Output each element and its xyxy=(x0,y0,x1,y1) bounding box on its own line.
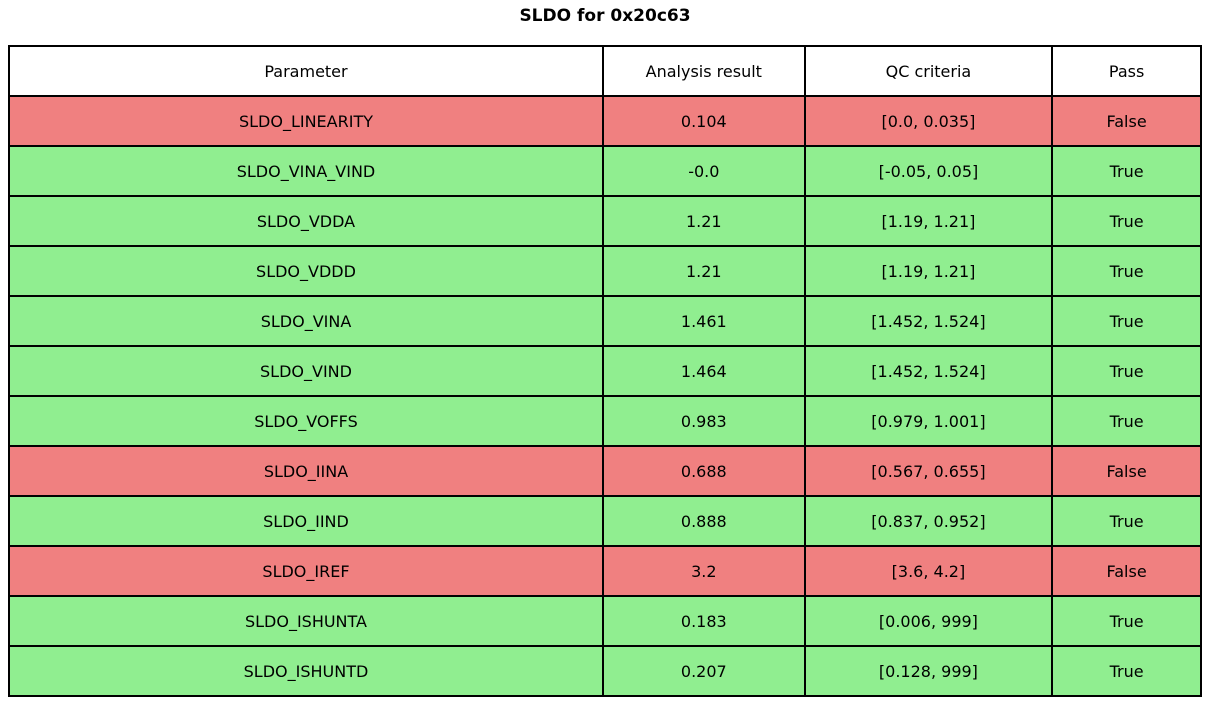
table-row: SLDO_IIND 0.888 [0.837, 0.952] True xyxy=(8,495,1202,547)
cell-qc-criteria: [0.567, 0.655] xyxy=(803,445,1054,497)
cell-qc-criteria: [0.0, 0.035] xyxy=(803,95,1054,147)
table-row: SLDO_VINA_VIND -0.0 [-0.05, 0.05] True xyxy=(8,145,1202,197)
cell-pass: True xyxy=(1051,345,1202,397)
cell-qc-criteria: [3.6, 4.2] xyxy=(803,545,1054,597)
cell-parameter: SLDO_LINEARITY xyxy=(8,95,604,147)
cell-analysis-result: 0.688 xyxy=(601,445,806,497)
cell-analysis-result: 1.21 xyxy=(601,245,806,297)
cell-parameter: SLDO_VINA xyxy=(8,295,604,347)
column-header-pass: Pass xyxy=(1051,45,1202,97)
cell-qc-criteria: [1.452, 1.524] xyxy=(803,295,1054,347)
cell-pass: True xyxy=(1051,295,1202,347)
column-header-parameter: Parameter xyxy=(8,45,604,97)
cell-pass: False xyxy=(1051,445,1202,497)
cell-pass: True xyxy=(1051,595,1202,647)
cell-analysis-result: 0.207 xyxy=(601,645,806,697)
cell-qc-criteria: [0.979, 1.001] xyxy=(803,395,1054,447)
cell-analysis-result: 0.983 xyxy=(601,395,806,447)
table-row: SLDO_ISHUNTA 0.183 [0.006, 999] True xyxy=(8,595,1202,647)
table-row: SLDO_LINEARITY 0.104 [0.0, 0.035] False xyxy=(8,95,1202,147)
cell-qc-criteria: [1.19, 1.21] xyxy=(803,195,1054,247)
cell-analysis-result: 0.888 xyxy=(601,495,806,547)
cell-parameter: SLDO_ISHUNTD xyxy=(8,645,604,697)
column-header-qc-criteria: QC criteria xyxy=(803,45,1054,97)
cell-qc-criteria: [-0.05, 0.05] xyxy=(803,145,1054,197)
table-row: SLDO_IREF 3.2 [3.6, 4.2] False xyxy=(8,545,1202,597)
table-row: SLDO_VIND 1.464 [1.452, 1.524] True xyxy=(8,345,1202,397)
qc-results-table: Parameter Analysis result QC criteria Pa… xyxy=(8,45,1202,697)
cell-qc-criteria: [1.19, 1.21] xyxy=(803,245,1054,297)
cell-analysis-result: 1.21 xyxy=(601,195,806,247)
table-row: SLDO_VDDA 1.21 [1.19, 1.21] True xyxy=(8,195,1202,247)
cell-pass: True xyxy=(1051,145,1202,197)
cell-parameter: SLDO_VIND xyxy=(8,345,604,397)
cell-qc-criteria: [0.837, 0.952] xyxy=(803,495,1054,547)
table-row: SLDO_IINA 0.688 [0.567, 0.655] False xyxy=(8,445,1202,497)
cell-analysis-result: 3.2 xyxy=(601,545,806,597)
cell-pass: True xyxy=(1051,195,1202,247)
cell-parameter: SLDO_VDDA xyxy=(8,195,604,247)
cell-analysis-result: 1.464 xyxy=(601,345,806,397)
table-row: SLDO_VOFFS 0.983 [0.979, 1.001] True xyxy=(8,395,1202,447)
cell-analysis-result: 0.104 xyxy=(601,95,806,147)
cell-parameter: SLDO_VDDD xyxy=(8,245,604,297)
table-header: Parameter Analysis result QC criteria Pa… xyxy=(8,45,1202,97)
column-header-analysis-result: Analysis result xyxy=(601,45,806,97)
table-row: SLDO_VINA 1.461 [1.452, 1.524] True xyxy=(8,295,1202,347)
cell-pass: False xyxy=(1051,545,1202,597)
header-row: Parameter Analysis result QC criteria Pa… xyxy=(8,45,1202,97)
page-title: SLDO for 0x20c63 xyxy=(519,6,691,26)
cell-parameter: SLDO_IIND xyxy=(8,495,604,547)
cell-qc-criteria: [0.128, 999] xyxy=(803,645,1054,697)
table-body: SLDO_LINEARITY 0.104 [0.0, 0.035] False SLDO… xyxy=(8,95,1202,697)
cell-parameter: SLDO_IREF xyxy=(8,545,604,597)
cell-analysis-result: 0.183 xyxy=(601,595,806,647)
table-row: SLDO_ISHUNTD 0.207 [0.128, 999] True xyxy=(8,645,1202,697)
cell-analysis-result: -0.0 xyxy=(601,145,806,197)
cell-pass: True xyxy=(1051,645,1202,697)
cell-pass: True xyxy=(1051,245,1202,297)
cell-parameter: SLDO_IINA xyxy=(8,445,604,497)
cell-parameter: SLDO_ISHUNTA xyxy=(8,595,604,647)
cell-qc-criteria: [1.452, 1.524] xyxy=(803,345,1054,397)
cell-parameter: SLDO_VOFFS xyxy=(8,395,604,447)
cell-analysis-result: 1.461 xyxy=(601,295,806,347)
cell-pass: True xyxy=(1051,395,1202,447)
cell-parameter: SLDO_VINA_VIND xyxy=(8,145,604,197)
cell-qc-criteria: [0.006, 999] xyxy=(803,595,1054,647)
cell-pass: True xyxy=(1051,495,1202,547)
cell-pass: False xyxy=(1051,95,1202,147)
table-row: SLDO_VDDD 1.21 [1.19, 1.21] True xyxy=(8,245,1202,297)
